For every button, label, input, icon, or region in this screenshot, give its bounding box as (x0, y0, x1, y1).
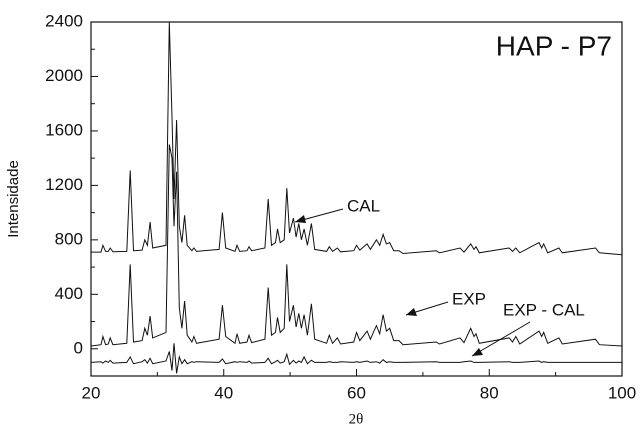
x-tick-label: 100 (608, 383, 636, 402)
annotation: EXP - CAL (503, 300, 585, 319)
y-tick-label: 800 (55, 229, 83, 248)
line-series (91, 21, 623, 256)
y-tick-label: 2000 (45, 66, 83, 85)
y-tick-label: 2400 (45, 11, 83, 30)
x-tick-label: 60 (347, 383, 366, 402)
line-series (90, 144, 623, 347)
y-tick-label: 0 (74, 338, 83, 357)
x-tick-label: 80 (480, 383, 499, 402)
annotation: CAL (347, 196, 380, 215)
annotation-arrowhead (406, 308, 417, 316)
x-tick-label: 40 (214, 383, 233, 402)
y-tick-label: 400 (55, 284, 83, 303)
y-tick-label: 1600 (45, 120, 83, 139)
line-series (90, 343, 622, 374)
y-axis-label: Intensidade (5, 160, 22, 238)
y-tick-label: 1200 (45, 175, 83, 194)
annotation-arrowhead (295, 215, 306, 223)
annotation-arrowhead (472, 348, 483, 356)
annotation: EXP (452, 289, 486, 308)
x-tick-label: 20 (82, 383, 101, 402)
chart-title: HAP - P7 (496, 30, 612, 61)
x-axis-label: 2θ (349, 411, 364, 427)
